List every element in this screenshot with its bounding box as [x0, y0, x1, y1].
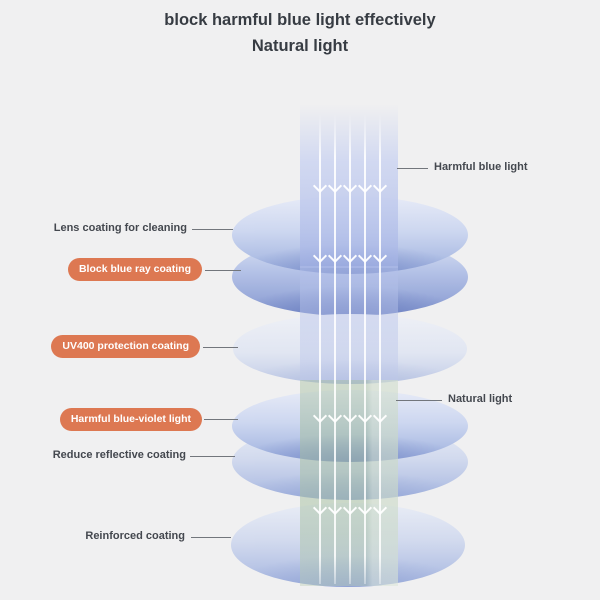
badge-harmful-blue-violet-light: Harmful blue-violet light	[59, 408, 202, 431]
connector-line	[397, 168, 428, 169]
light-ray-line	[379, 114, 381, 584]
label-lens-coating-cleaning: Lens coating for cleaning	[53, 222, 187, 234]
badge-uv400-protection-coating: UV400 protection coating	[51, 335, 200, 358]
label-reduce-reflective-coating: Reduce reflective coating	[52, 449, 186, 461]
connector-line	[190, 456, 235, 457]
light-ray-line	[349, 114, 351, 584]
connector-line	[192, 229, 233, 230]
connector-line	[205, 270, 241, 271]
label-natural-light: Natural light	[448, 393, 513, 405]
connector-line	[396, 400, 442, 401]
page-title: block harmful blue light effectively	[164, 11, 436, 29]
label-harmful-blue-light: Harmful blue light	[434, 161, 528, 173]
connector-line	[204, 419, 238, 420]
connector-line	[203, 347, 238, 348]
page-subtitle: Natural light	[251, 37, 349, 55]
label-reinforced-coating: Reinforced coating	[85, 530, 185, 542]
page-title-block: block harmful blue light effectively Nat…	[0, 7, 600, 59]
light-ray-line	[364, 114, 366, 584]
light-ray-line	[319, 114, 321, 584]
light-ray-line	[334, 114, 336, 584]
badge-block-blue-ray-coating: Block blue ray coating	[67, 258, 202, 281]
connector-line	[191, 537, 231, 538]
